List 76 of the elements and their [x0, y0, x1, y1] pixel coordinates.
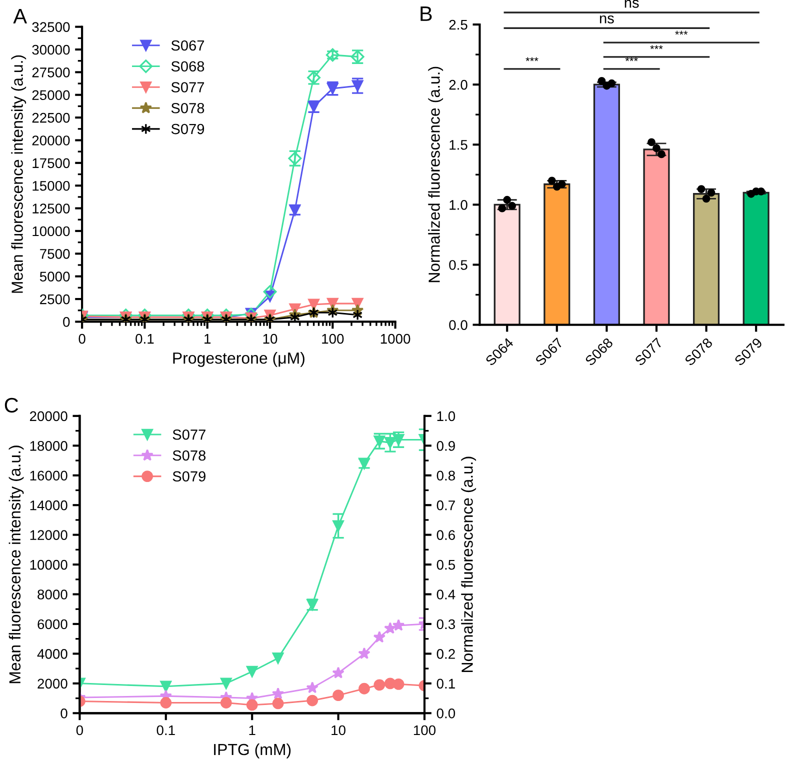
y-tick-label: 10000 — [30, 560, 68, 570]
legend-label: S079 — [171, 124, 204, 134]
y-tick-label: 0.5 — [449, 260, 468, 270]
y-tick-label: 0.0 — [449, 320, 468, 330]
y-tick-label: 7500 — [40, 249, 70, 259]
y-tick-label: 15000 — [32, 180, 70, 191]
legend-label: S077 — [172, 429, 206, 440]
x-tick-label: 0.1 — [136, 334, 154, 344]
y2-tick-label: 0.3 — [436, 619, 455, 630]
y2-tick-label: 0.9 — [436, 440, 455, 451]
y2-tick-label: 1.0 — [437, 411, 456, 422]
y2-tick-label: 0.7 — [436, 500, 455, 510]
y-tick-label: 18000 — [30, 440, 68, 451]
y-tick-label: 10000 — [32, 226, 70, 236]
annotation: *** — [675, 30, 688, 35]
y-tick-label: 2000 — [38, 678, 68, 689]
y-tick-label: 12500 — [32, 204, 70, 214]
y2-tick-label: 0.6 — [436, 530, 455, 540]
y-tick-label: 20000 — [30, 411, 68, 422]
y-tick-label: 17500 — [32, 158, 70, 168]
y-tick-label: 5000 — [40, 272, 70, 282]
y2-tick-label: 0.2 — [436, 649, 455, 659]
y-tick-label: 0 — [63, 317, 70, 327]
legend-label: S067 — [171, 40, 204, 51]
y2-tick-label: 0.1 — [436, 678, 455, 689]
y-tick-label: 20000 — [32, 136, 70, 146]
y-tick-label: 2500 — [40, 294, 70, 304]
x-tick-label: 0.1 — [156, 725, 175, 736]
y-tick-label: 27500 — [32, 68, 70, 78]
annotation: *** — [526, 57, 538, 62]
x-tick-label: 1 — [204, 334, 211, 344]
y-tick-label: 2.5 — [449, 20, 468, 30]
text: ns — [600, 15, 614, 24]
annotation: *** — [625, 57, 638, 62]
y2-tick-label: 0.4 — [436, 590, 456, 600]
y-axis-title: Normalized fluorescence (a.u.) — [428, 66, 444, 282]
x-tick-label: 1000 — [380, 334, 410, 344]
chart-title: C — [4, 398, 18, 413]
x-tick-label: 100 — [414, 725, 436, 736]
y-tick-label: 14000 — [30, 500, 68, 510]
y2-tick-label: 0.0 — [436, 708, 456, 718]
x-tick-label: 100 — [322, 334, 344, 344]
x-tick-label: 1 — [249, 725, 256, 736]
y-tick-label: 4000 — [37, 649, 68, 659]
legend-label: S078 — [171, 102, 204, 114]
chart-title: A — [13, 9, 27, 24]
y-tick-label: 25000 — [32, 90, 70, 100]
legend-label: S078 — [172, 450, 206, 461]
x-tick-label: 10 — [332, 725, 346, 736]
x-tick-label: 0 — [78, 334, 86, 344]
y2-tick-label: 0.5 — [436, 560, 456, 570]
chart-title: B — [420, 6, 432, 21]
text: ns — [624, 0, 639, 8]
legend-label: S077 — [171, 82, 204, 92]
y2-axis-title: Normalized fluorescence (a.u.) — [461, 456, 476, 672]
y-axis-title: Mean fluorescence intensity (a.u.) — [8, 446, 24, 684]
y-tick-label: 1.5 — [450, 140, 468, 150]
x-tick-label: 10 — [263, 334, 278, 344]
y-tick-label: 6000 — [38, 619, 68, 630]
y-tick-label: 32500 — [32, 22, 70, 32]
x-axis-title: Progesterone (μM) — [173, 352, 304, 367]
y-tick-label: 2.0 — [449, 80, 468, 90]
y-tick-label: 30000 — [32, 44, 70, 55]
x-tick-label: 0 — [76, 725, 84, 736]
y-tick-label: 22500 — [32, 112, 70, 123]
annotation: *** — [650, 45, 663, 50]
y-axis-title: Mean fluorescence intensity (a.u.) — [11, 55, 26, 293]
legend-label: S068 — [171, 61, 204, 72]
y-tick-label: 1.0 — [450, 200, 468, 210]
y-tick-label: 8000 — [38, 590, 68, 600]
y-tick-label: 12000 — [30, 530, 68, 540]
y-tick-label: 16000 — [30, 470, 68, 481]
y-tick-label: 0 — [60, 708, 68, 718]
legend-label: S079 — [172, 471, 206, 482]
y2-tick-label: 0.8 — [436, 470, 455, 481]
x-axis-title: IPTG (mM) — [214, 743, 291, 758]
